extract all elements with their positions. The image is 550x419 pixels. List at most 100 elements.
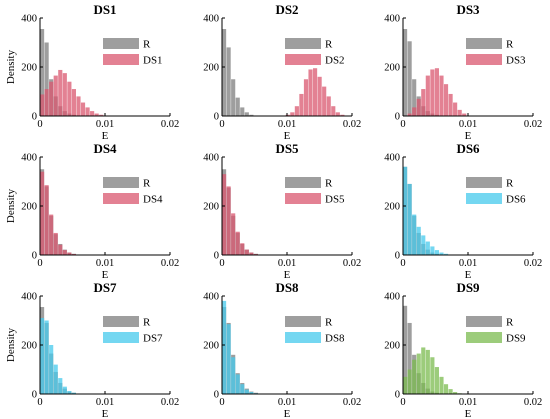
bar-ds4-6 (67, 252, 72, 255)
x-tick-label: 0 (219, 397, 224, 408)
bar-ds3-2 (416, 98, 421, 116)
bar-ds4-3 (53, 232, 58, 255)
bar-ds1-4 (58, 69, 63, 116)
x-tick-label: 0.01 (96, 397, 114, 408)
bar-ds3-11 (457, 109, 462, 117)
bar-ds3-4 (425, 75, 430, 116)
bar-r-6 (249, 114, 254, 116)
bar-ds2-10 (331, 106, 336, 116)
bar-ds9-6 (430, 357, 435, 394)
y-tick-label: 400 (384, 153, 400, 164)
x-axis-label: E (284, 408, 291, 419)
panel-ds2: DS2 0 0.01 0.02 0 200 400 E R DS2 (203, 2, 361, 142)
legend-label-r: R (506, 317, 514, 329)
legend-swatch-ds8 (285, 332, 321, 343)
bar-ds1-10 (85, 107, 90, 116)
panel-title: DS5 (275, 141, 299, 156)
bar-ds1-1 (44, 89, 49, 116)
bar-ds1-5 (62, 73, 67, 117)
legend-swatch-ds7 (103, 332, 139, 343)
x-axis-label: E (465, 130, 472, 142)
y-tick-label: 200 (21, 63, 37, 74)
x-axis-label: E (465, 408, 472, 419)
bar-ds1-8 (76, 96, 81, 116)
legend-label-ds6: DS6 (506, 194, 526, 206)
y-tick-label: 0 (32, 390, 37, 401)
bar-ds4-0 (40, 171, 45, 255)
bar-ds7-7 (71, 392, 76, 394)
legend-swatch-r (466, 316, 502, 327)
bar-r-1 (226, 47, 231, 116)
bar-ds1-2 (49, 81, 54, 116)
bar-ds3-10 (453, 102, 458, 116)
x-tick-label: 0.01 (278, 119, 296, 130)
bar-ds8-3 (235, 374, 240, 394)
bar-ds2-8 (322, 86, 327, 116)
panel-ds5: DS5 0 0.01 0.02 0 200 400 E R DS5 (203, 141, 361, 281)
bar-r-0 (403, 305, 408, 394)
y-tick-label: 0 (395, 112, 400, 123)
bar-ds2-11 (335, 112, 340, 116)
legend-swatch-ds3 (466, 54, 502, 65)
bar-ds5-2 (231, 213, 236, 255)
x-tick-label: 0.02 (524, 397, 542, 408)
panel-title: DS9 (456, 280, 480, 295)
panel-ds3: DS3 0 0.01 0.02 0 200 400 E R DS3 (384, 2, 542, 142)
bar-ds9-1 (407, 369, 412, 394)
bar-ds2-2 (294, 106, 299, 116)
y-tick-label: 400 (21, 153, 37, 164)
y-tick-label: 200 (203, 202, 219, 213)
bar-ds8-0 (222, 300, 227, 394)
bar-ds6-7 (434, 250, 439, 255)
y-tick-label: 200 (384, 341, 400, 352)
y-tick-label: 200 (21, 202, 37, 213)
legend-label-ds9: DS9 (506, 333, 526, 345)
bar-ds9-11 (453, 392, 458, 394)
panel-title: DS8 (275, 280, 299, 295)
bar-ds5-6 (249, 252, 254, 255)
bar-ds2-4 (303, 79, 309, 116)
y-tick-label: 400 (203, 153, 219, 164)
panel-title: DS7 (93, 280, 117, 295)
panel-title: DS2 (275, 2, 298, 17)
x-tick-label: 0 (400, 119, 405, 130)
y-tick-label: 0 (214, 390, 219, 401)
x-tick-label: 0 (219, 258, 224, 269)
bar-ds3-9 (448, 93, 453, 116)
bar-ds9-4 (421, 347, 426, 394)
x-tick-label: 0.02 (524, 119, 542, 130)
bar-ds7-3 (53, 364, 58, 394)
x-tick-label: 0.02 (343, 397, 361, 408)
panel-title: DS6 (456, 141, 480, 156)
bar-ds4-2 (49, 214, 54, 255)
bar-ds4-4 (58, 244, 63, 255)
bar-ds3-7 (439, 75, 444, 116)
y-tick-label: 200 (384, 202, 400, 213)
y-tick-label: 200 (384, 63, 400, 74)
bar-r-0 (222, 29, 227, 117)
bar-ds9-5 (425, 349, 430, 394)
legend-label-r: R (143, 317, 151, 329)
legend-label-ds7: DS7 (143, 333, 163, 345)
legend-label-r: R (143, 39, 151, 51)
bar-ds6-6 (430, 246, 435, 255)
legend-label-ds3: DS3 (506, 55, 526, 67)
bar-ds8-6 (249, 392, 254, 394)
legend-label-r: R (325, 317, 333, 329)
bar-r-1 (407, 322, 412, 394)
bar-ds9-10 (448, 389, 453, 394)
bar-ds9-3 (416, 353, 421, 394)
panel-title: DS4 (93, 141, 117, 156)
x-tick-label: 0 (400, 258, 405, 269)
bar-ds7-6 (67, 391, 72, 394)
bar-ds7-4 (58, 378, 63, 394)
legend-swatch-r (103, 316, 139, 327)
bar-ds5-5 (244, 249, 249, 255)
x-axis-label: E (465, 269, 472, 281)
panel-ds1: DS1 0 0.01 0.02 0 200 400 E Density R DS1 (5, 2, 179, 142)
x-tick-label: 0.01 (459, 119, 477, 130)
bar-ds4-1 (44, 185, 49, 255)
legend-swatch-r (103, 38, 139, 49)
x-axis-label: E (102, 408, 109, 419)
